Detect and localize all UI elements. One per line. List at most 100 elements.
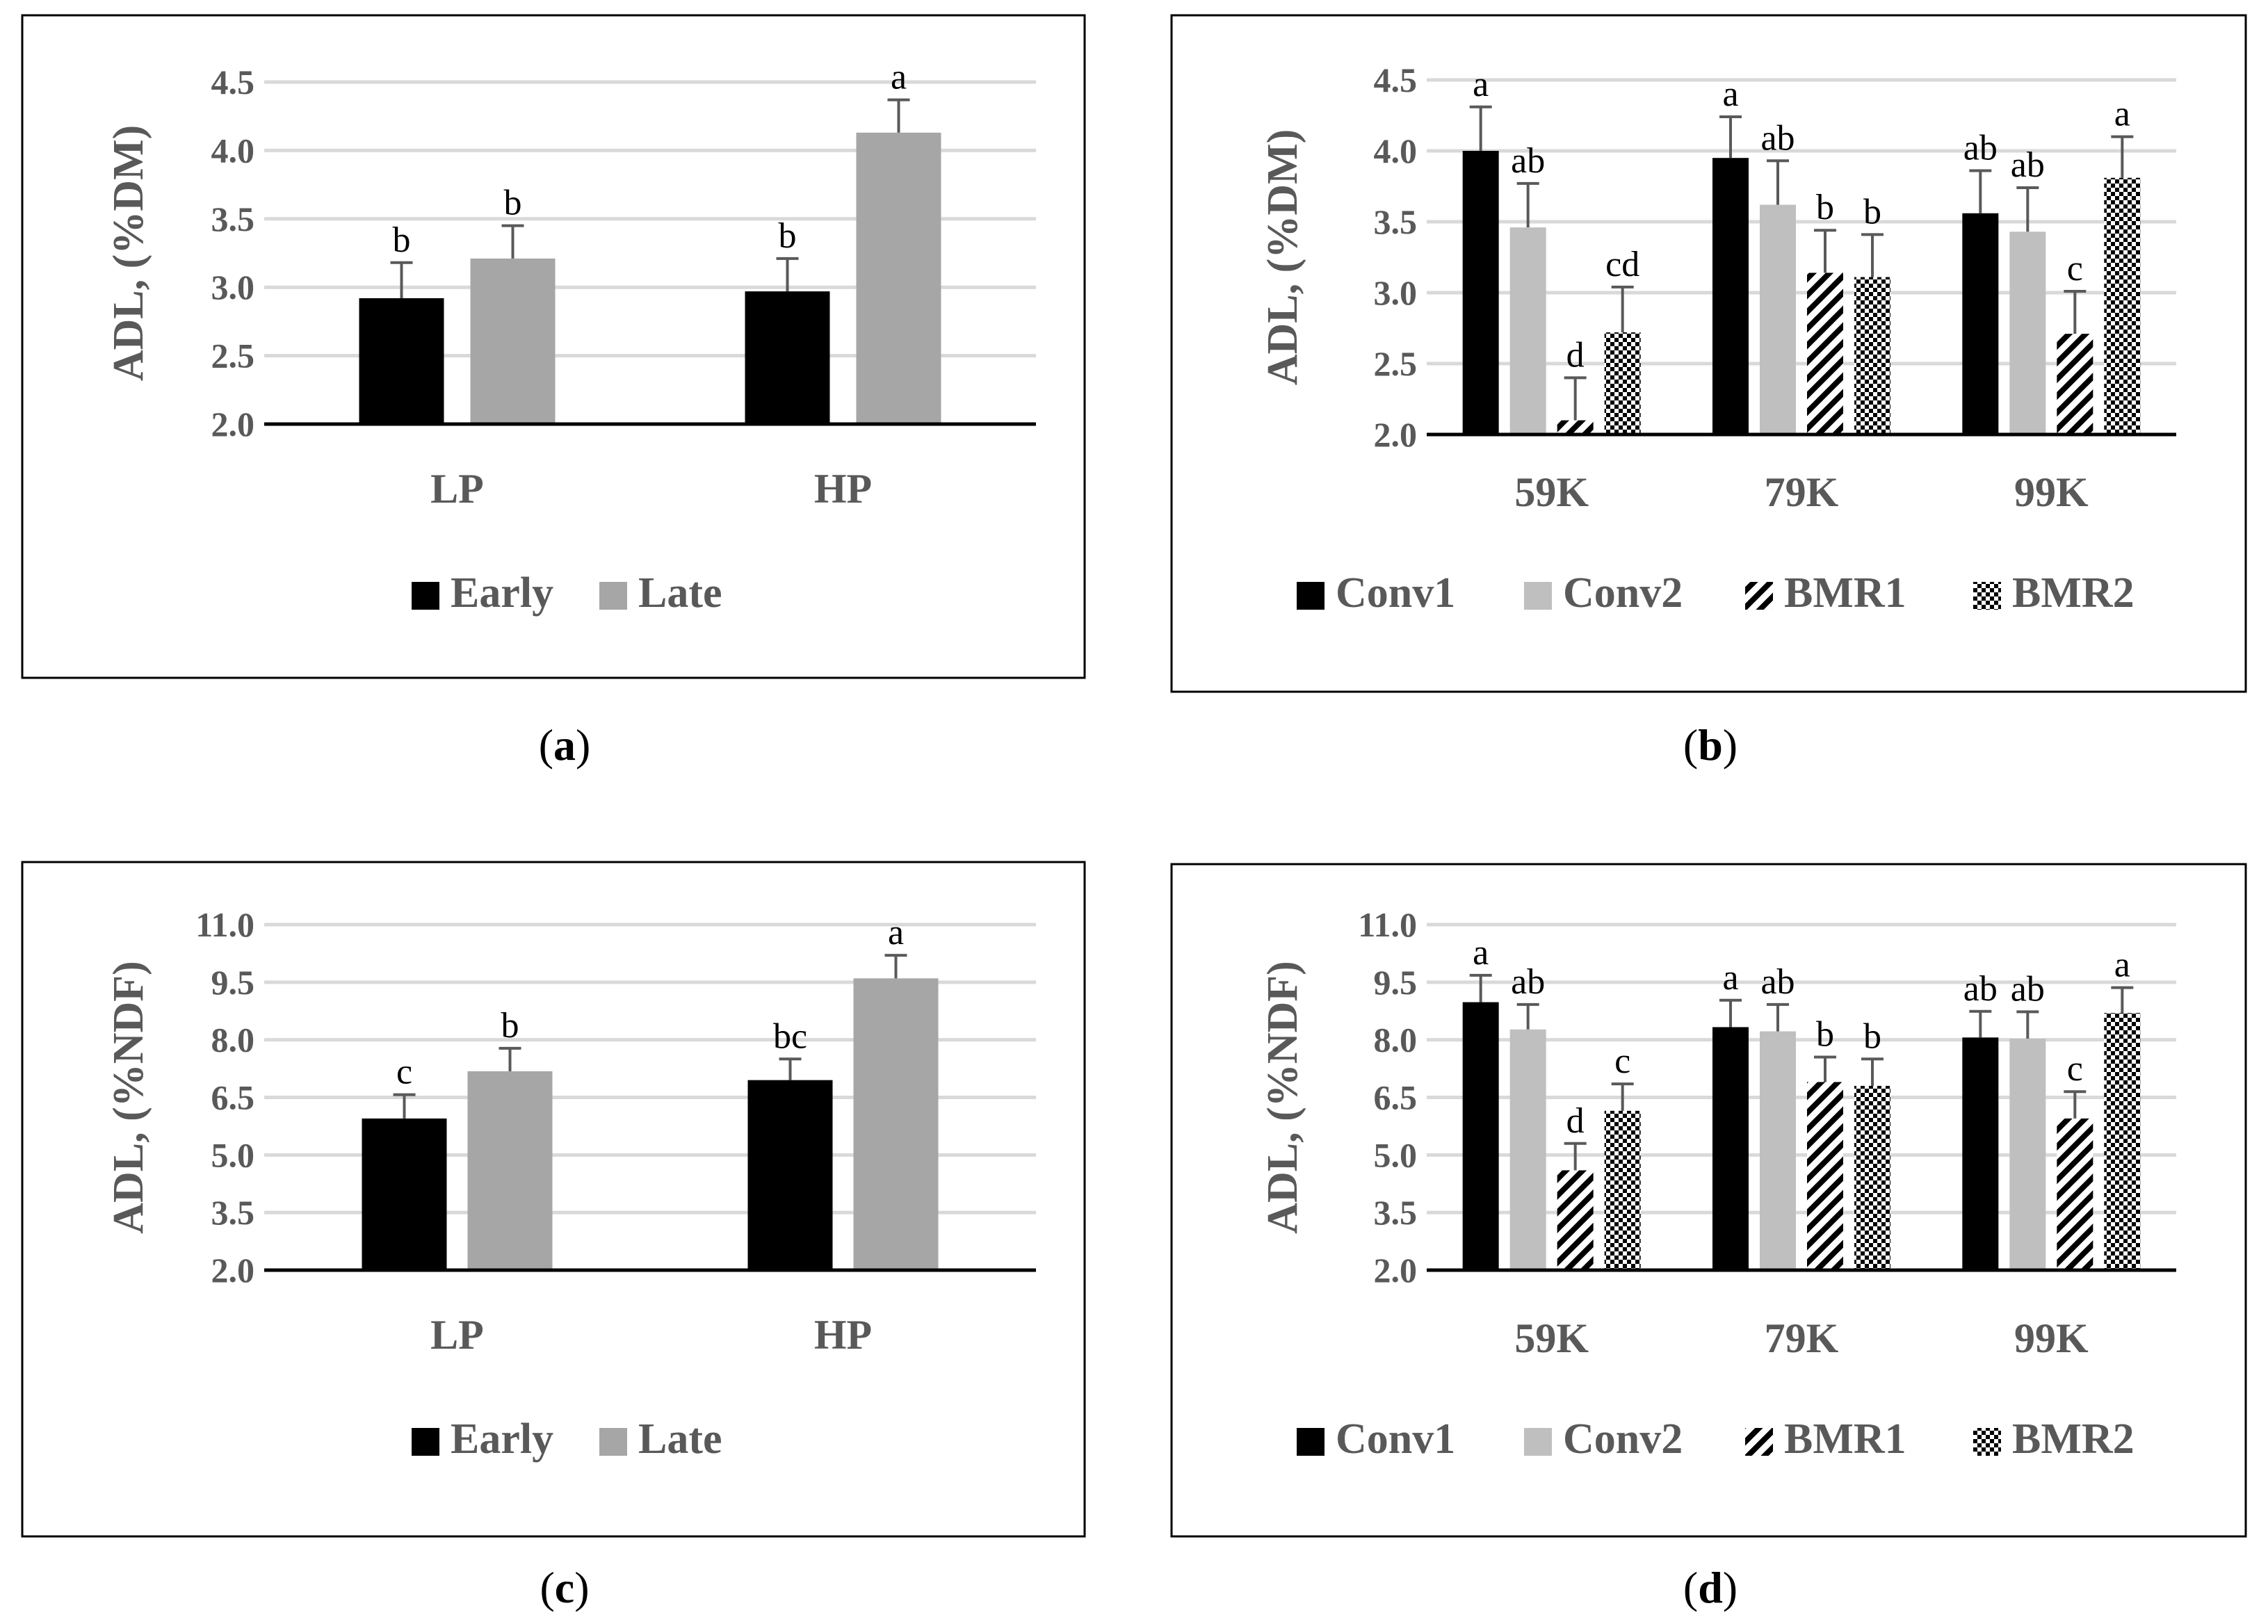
y-tick-label: 2.0 [1374, 1251, 1418, 1290]
legend-label-bmr2: BMR2 [2012, 1415, 2135, 1463]
x-category-label: 79K [1765, 469, 1839, 515]
bar-conv2-99k [2009, 232, 2046, 435]
panel-caption: (b) [1683, 720, 1738, 770]
significance-letter: a [1722, 958, 1738, 998]
legend-swatch-early [412, 582, 439, 610]
bar-conv1-99k [1962, 213, 1999, 435]
significance-letter: ab [1760, 118, 1795, 158]
legend-swatch-conv1 [1297, 1428, 1325, 1456]
bar-bmr1-79k [1807, 1082, 1843, 1270]
bar-conv2-59k [1509, 227, 1546, 435]
y-tick-label: 9.5 [1374, 963, 1418, 1002]
legend-label-late: Late [638, 569, 722, 617]
legend-swatch-bmr2 [1973, 582, 2001, 610]
bar-early-hp [745, 291, 830, 424]
bar-conv2-59k [1509, 1029, 1546, 1270]
y-tick-label: 4.0 [211, 131, 255, 170]
x-category-label: 59K [1514, 469, 1589, 515]
legend-swatch-late [599, 582, 627, 610]
y-tick-label: 6.5 [1374, 1078, 1418, 1117]
y-tick-label: 2.0 [211, 405, 255, 444]
significance-letter: d [1566, 335, 1585, 375]
significance-letter: c [396, 1053, 412, 1092]
significance-letter: b [779, 216, 797, 256]
x-category-label: HP [814, 1312, 872, 1358]
y-axis-label: ADL, (%NDF) [105, 961, 152, 1234]
bar-bmr2-59k [1604, 1110, 1641, 1270]
bar-bmr1-59k [1557, 420, 1594, 435]
legend-label-late: Late [638, 1415, 722, 1463]
y-axis-label: ADL, (%DM) [105, 125, 152, 382]
legend-label-conv2: Conv2 [1563, 569, 1683, 617]
legend-swatch-late [599, 1428, 627, 1456]
significance-letter: a [888, 913, 904, 952]
significance-letter: ab [1963, 129, 1998, 168]
bar-late-hp [856, 132, 941, 425]
y-tick-label: 4.0 [1374, 131, 1418, 170]
bar-bmr2-79k [1854, 1085, 1890, 1270]
significance-letter: a [2114, 95, 2130, 134]
significance-letter: a [1473, 933, 1489, 973]
y-tick-label: 3.0 [1374, 273, 1418, 312]
bar-early-lp [362, 1118, 447, 1270]
bar-conv1-79k [1712, 1027, 1749, 1270]
bar-bmr2-99k [2104, 1013, 2141, 1270]
y-axis-label: ADL, (%DM) [1259, 129, 1306, 386]
x-category-label: LP [430, 466, 484, 512]
significance-letter: a [1722, 74, 1738, 114]
significance-letter: ab [2011, 145, 2045, 185]
significance-letter: c [1614, 1041, 1630, 1081]
panel-caption-letter: d [1698, 1563, 1723, 1612]
significance-letter: b [393, 220, 411, 260]
legend-label-conv1: Conv1 [1336, 1415, 1455, 1463]
panel-caption: (d) [1683, 1563, 1738, 1612]
legend-swatch-early [412, 1428, 439, 1456]
bar-conv1-99k [1962, 1037, 1999, 1270]
significance-letter: a [2114, 945, 2130, 985]
bar-bmr1-99k [2057, 1118, 2093, 1270]
bar-late-lp [470, 258, 556, 424]
legend-label-early: Early [451, 1415, 553, 1463]
x-category-label: 99K [2014, 469, 2089, 515]
legend-swatch-bmr1 [1745, 1428, 1773, 1456]
legend-label-early: Early [451, 569, 553, 617]
significance-letter: b [1863, 1016, 1881, 1056]
significance-letter: ab [2011, 969, 2045, 1009]
bar-bmr1-79k [1807, 273, 1843, 435]
significance-letter: b [501, 1006, 519, 1046]
significance-letter: c [2067, 1049, 2083, 1089]
y-tick-label: 4.5 [211, 63, 255, 102]
panel-caption: (c) [540, 1563, 589, 1612]
significance-letter: ab [1511, 962, 1545, 1002]
y-tick-label: 3.5 [211, 1193, 255, 1232]
legend-label-bmr1: BMR1 [1784, 569, 1906, 617]
significance-letter: bc [773, 1016, 807, 1056]
legend-label-bmr1: BMR1 [1784, 1415, 1906, 1463]
x-category-label: 59K [1514, 1315, 1589, 1361]
panel-caption-letter: c [555, 1563, 574, 1612]
bar-bmr2-99k [2104, 177, 2141, 435]
legend-swatch-conv2 [1524, 582, 1552, 610]
bar-conv1-59k [1462, 151, 1499, 435]
chart-panel-c: 2.0 3.5 5.0 6.5 8.0 9.5 11.0 ADL, (%NDF) c b LP bc a… [21, 861, 1086, 1612]
y-tick-label: 11.0 [1358, 905, 1417, 944]
bar-bmr2-79k [1854, 277, 1890, 435]
bar-bmr2-59k [1604, 332, 1641, 435]
significance-letter: a [891, 58, 907, 97]
x-category-label: HP [814, 466, 872, 512]
y-tick-label: 3.5 [211, 200, 255, 238]
legend-swatch-conv1 [1297, 582, 1325, 610]
bar-conv2-79k [1760, 204, 1796, 435]
y-tick-label: 3.5 [1374, 202, 1418, 241]
bar-conv2-99k [2009, 1039, 2046, 1270]
y-tick-label: 4.5 [1374, 60, 1418, 99]
y-tick-label: 2.5 [1374, 344, 1418, 383]
y-tick-label: 8.0 [211, 1021, 255, 1059]
y-tick-label: 2.0 [1374, 415, 1418, 454]
bar-late-lp [467, 1071, 553, 1270]
panels: 2.0 2.5 3.0 3.5 4.0 4.5 ADL, (%DM) b b LP b a HP Earl… [21, 14, 2247, 1612]
legend-label-conv2: Conv2 [1563, 1415, 1683, 1463]
